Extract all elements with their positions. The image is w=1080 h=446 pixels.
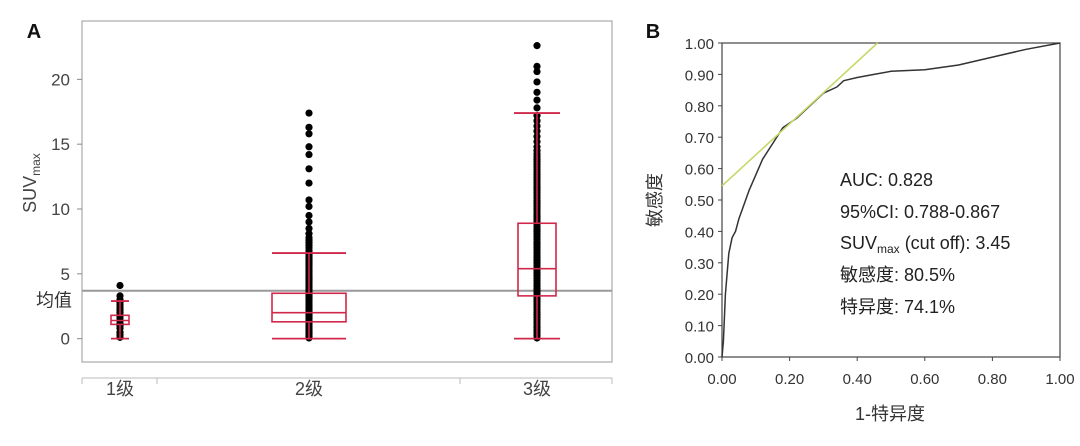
data-point [533,96,541,104]
panel-b-roc-curve: B 0.00 0.10 0.20 0.30 0.40 0.50 0.60 0.70 0.80 0.9… [645,21,1075,424]
data-point [305,230,313,238]
x-tick-label: 0.20 [775,371,804,388]
data-point [305,202,313,211]
data-point [305,165,313,173]
data-point [533,104,541,112]
data-point [305,123,313,131]
y-tick-label: 0.50 [685,193,714,210]
annotation-subscript: max [877,242,900,256]
y-tick-label: 0.90 [685,67,714,84]
y-axis-label-main: SUV [20,176,40,213]
y-tick-label: 0.40 [685,224,714,241]
data-point [305,179,313,187]
cutoff-tangent-line [721,42,879,187]
x-category-label: 2级 [295,379,323,399]
iqr-box [271,292,347,323]
x-tick-label: 0.60 [910,371,939,388]
annotation-text: SUVmax (cut off): 3.45 [840,233,1010,256]
panel-label-b: B [646,21,660,43]
box-group-3 [514,42,560,342]
box-group-1 [110,281,130,341]
x-tick-label: 1.00 [1045,371,1074,388]
annotation-main: SUV [840,233,877,253]
y-tick-label: 0.70 [685,130,714,147]
y-tick-label: 0.20 [685,287,714,304]
box-group-2 [271,109,347,342]
annotation-text: AUC: 0.828 [840,170,933,190]
annotation-text: 特异度: 74.1% [840,297,955,317]
x-category-label: 1级 [106,379,134,399]
x-tick-label: 0.40 [843,371,872,388]
y-tick-label: 0.00 [685,350,714,367]
x-tick-label: 0.00 [707,371,736,388]
data-point [533,78,541,86]
data-point [305,150,313,159]
data-point [305,143,313,151]
y-tick-label: 0.10 [685,319,714,336]
y-tick-label: 5 [61,265,70,284]
annotation-text: 敏感度: 80.5% [840,265,955,285]
data-point [533,67,541,76]
plot-frame-a [81,20,613,363]
y-tick-label: 0.60 [685,162,714,179]
y-tick-label: 1.00 [685,36,714,53]
data-point [305,224,313,233]
data-point [533,62,541,70]
y-tick-label: 10 [51,200,70,219]
annotation-rest: (cut off): 3.45 [900,233,1011,253]
data-point [305,211,313,220]
annotation-text: 95%CI: 0.788-0.867 [840,202,1000,222]
iqr-box [517,222,557,297]
mean-line-label: 均值 [36,291,72,311]
y-tick-label: 15 [51,135,70,154]
data-point [533,42,541,50]
data-point [305,130,313,138]
data-point [116,292,124,300]
x-tick-label: 0.80 [978,371,1007,388]
y-tick-label: 0 [61,330,70,349]
panel-label-a: A [27,21,41,43]
y-axis-label-subscript: max [29,153,43,176]
y-axis-label: 敏感度 [645,173,665,227]
x-axis-label: 1-特异度 [855,404,925,424]
y-tick-label: 20 [51,70,70,89]
data-point [305,109,313,117]
data-point [533,88,541,96]
y-tick-label: 0.80 [685,99,714,116]
data-point [305,196,313,204]
data-point [305,218,313,226]
x-category-label: 3级 [523,379,551,399]
panel-a-box-plot: A 0 5 10 15 20 SUVmax 1级 2级 3级 均值 [20,20,613,399]
y-axis-label: SUVmax [20,153,43,213]
data-point [116,281,124,290]
y-tick-label: 0.30 [685,256,714,273]
